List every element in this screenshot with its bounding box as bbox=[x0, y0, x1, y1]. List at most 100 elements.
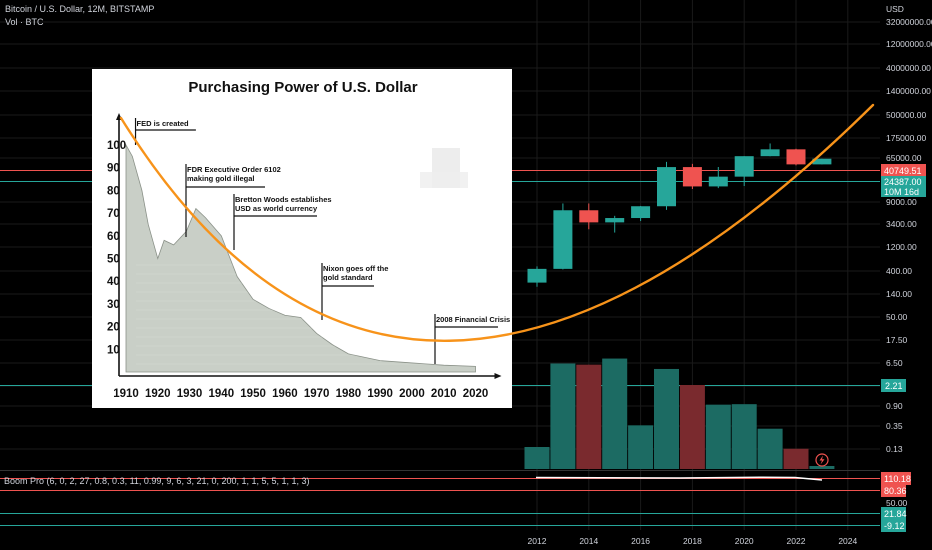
price-axis-tick: 9000.00 bbox=[886, 197, 917, 207]
inset-y-tick: 100 bbox=[107, 140, 126, 152]
volume-bar bbox=[679, 385, 705, 469]
inset-y-tick: 40 bbox=[107, 276, 120, 288]
time-axis-tick: 2024 bbox=[838, 536, 857, 546]
price-axis-tick: 0.90 bbox=[886, 401, 903, 411]
inset-y-tick: 90 bbox=[107, 163, 120, 175]
volume-tag: 2.21 bbox=[881, 379, 906, 392]
svg-text:2.21: 2.21 bbox=[885, 381, 903, 391]
volume-bars bbox=[524, 358, 835, 469]
inset-title: Purchasing Power of U.S. Dollar bbox=[188, 79, 417, 96]
osc-tag-green-2: -9.12 bbox=[881, 519, 906, 532]
price-axis-tick: 4000000.00 bbox=[886, 63, 931, 73]
svg-text:24387.00: 24387.00 bbox=[884, 177, 922, 187]
inset-x-arrow bbox=[494, 373, 502, 379]
price-axis-tick: 0.13 bbox=[886, 444, 903, 454]
volume-bar bbox=[809, 466, 835, 469]
inset-y-tick: 10 bbox=[107, 344, 120, 356]
inset-y-tick: 60 bbox=[107, 231, 120, 243]
trend-curve bbox=[119, 103, 875, 342]
price-tag-red: 40749.51 bbox=[881, 164, 926, 177]
volume-label[interactable]: Vol · BTC bbox=[5, 17, 44, 27]
osc-tag-green-1: 21.84 bbox=[881, 507, 907, 520]
price-axis-background bbox=[880, 0, 932, 550]
volume-bar bbox=[576, 364, 602, 469]
inset-x-tick: 2010 bbox=[431, 388, 457, 400]
candle-body[interactable] bbox=[631, 206, 651, 219]
svg-text:21.84: 21.84 bbox=[884, 509, 907, 519]
inset-annotation: 2008 Financial Crisis bbox=[436, 315, 510, 324]
svg-text:10M 16d: 10M 16d bbox=[884, 187, 919, 197]
inset-y-tick: 20 bbox=[107, 322, 120, 334]
inset-x-tick: 1980 bbox=[336, 388, 362, 400]
inset-x-tick: 1940 bbox=[209, 388, 235, 400]
time-axis-tick: 2018 bbox=[683, 536, 702, 546]
candle-body[interactable] bbox=[553, 210, 573, 269]
candle-body[interactable] bbox=[657, 167, 676, 207]
price-axis-tick: 6.50 bbox=[886, 358, 903, 368]
inset-watermark bbox=[420, 148, 468, 188]
indicator-label[interactable]: Boom Pro (6, 0, 2, 27, 0.8, 0.3, 11, 0.9… bbox=[4, 476, 310, 486]
price-axis-tick: 400.00 bbox=[886, 266, 912, 276]
inset-x-tick: 1960 bbox=[272, 388, 298, 400]
lightning-icon[interactable] bbox=[815, 453, 829, 467]
price-axis-tick: 65000.00 bbox=[886, 153, 922, 163]
inset-x-tick: 2000 bbox=[399, 388, 425, 400]
price-axis-tick: 50.00 bbox=[886, 312, 908, 322]
candle-body[interactable] bbox=[786, 149, 806, 165]
inset-annotation: gold standard bbox=[323, 273, 373, 282]
volume-bar bbox=[550, 363, 576, 469]
candle-body[interactable] bbox=[605, 218, 625, 223]
candle-body[interactable] bbox=[682, 167, 702, 187]
svg-text:80.36: 80.36 bbox=[884, 486, 907, 496]
inset-x-tick: 1970 bbox=[304, 388, 330, 400]
purchasing-power-inset: Purchasing Power of U.S. Dollar 1910 1920… bbox=[92, 69, 512, 408]
volume-bar bbox=[705, 404, 731, 469]
time-axis-tick: 2020 bbox=[735, 536, 754, 546]
price-axis-tick: 140.00 bbox=[886, 289, 912, 299]
price-axis-tick: 500000.00 bbox=[886, 110, 926, 120]
inset-annotation: Bretton Woods establishes bbox=[235, 195, 332, 204]
time-axis-tick: 2016 bbox=[631, 536, 650, 546]
inset-annotation: FDR Executive Order 6102 bbox=[187, 165, 281, 174]
svg-text:-9.12: -9.12 bbox=[884, 521, 905, 531]
price-axis-tick: 32000000.00 bbox=[886, 17, 932, 27]
inset-x-tick: 1910 bbox=[113, 388, 139, 400]
price-axis-tick: 3400.00 bbox=[886, 219, 917, 229]
candlestick-series bbox=[527, 143, 832, 287]
inset-x-tick: 2020 bbox=[463, 388, 489, 400]
price-axis-tick: 0.35 bbox=[886, 421, 903, 431]
candle-body[interactable] bbox=[579, 210, 599, 223]
price-axis-tick: 1200.00 bbox=[886, 242, 917, 252]
price-axis-currency: USD bbox=[886, 4, 904, 14]
volume-bar bbox=[524, 447, 550, 469]
price-axis-tick: 17.50 bbox=[886, 335, 908, 345]
symbol-title[interactable]: Bitcoin / U.S. Dollar, 12M, BITSTAMP bbox=[5, 4, 154, 14]
time-axis-tick: 2022 bbox=[787, 536, 806, 546]
inset-annotation: Nixon goes off the bbox=[323, 264, 388, 273]
price-axis-tick: 12000000.00 bbox=[886, 39, 932, 49]
volume-bar bbox=[731, 404, 757, 469]
candle-body[interactable] bbox=[734, 156, 754, 177]
price-axis-tick: 1400000.00 bbox=[886, 86, 931, 96]
volume-bar bbox=[757, 428, 783, 469]
candle-body[interactable] bbox=[760, 149, 780, 157]
price-tag-teal: 24387.00 10M 16d bbox=[881, 176, 926, 197]
osc-tag-red-1: 110.18 bbox=[881, 472, 911, 485]
candle-body[interactable] bbox=[708, 176, 728, 187]
volume-bar bbox=[628, 425, 654, 469]
candle-body[interactable] bbox=[812, 158, 832, 165]
oscillator-line bbox=[535, 476, 823, 481]
volume-bar bbox=[654, 368, 679, 469]
price-axis-tick: 175000.00 bbox=[886, 133, 926, 143]
inset-x-tick: 1930 bbox=[177, 388, 203, 400]
candle-body[interactable] bbox=[527, 268, 547, 283]
inset-y-tick: 80 bbox=[107, 185, 120, 197]
dollar-area bbox=[125, 143, 476, 373]
volume-bar bbox=[602, 358, 628, 469]
osc-tag-red-2: 80.36 bbox=[881, 484, 907, 497]
osc-tag-plain: 50.00 bbox=[886, 498, 908, 508]
time-axis[interactable]: 2012 2014 2016 2018 2020 2022 2024 bbox=[528, 536, 858, 546]
inset-y-tick: 50 bbox=[107, 254, 120, 266]
inset-x-tick: 1950 bbox=[240, 388, 266, 400]
